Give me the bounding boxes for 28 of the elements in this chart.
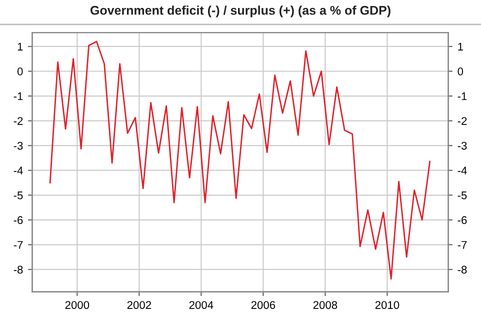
x-tick-label: 2006 xyxy=(251,301,276,309)
y2-tick-label: -4 xyxy=(458,166,467,174)
y2-tick-label: -2 xyxy=(458,117,467,125)
x-tick-label: 2002 xyxy=(127,301,151,309)
y-tick-label: -2 xyxy=(14,117,23,125)
y-tick-label: -6 xyxy=(14,216,23,224)
x-tick-label: 2008 xyxy=(313,301,338,309)
line-series xyxy=(49,40,431,280)
x-tick-label: 2000 xyxy=(65,301,90,309)
x-tick-label: 2004 xyxy=(189,301,214,309)
y-tick-label: -5 xyxy=(14,192,23,200)
y-tick-label: -3 xyxy=(14,142,23,150)
x-tick-label: 2010 xyxy=(375,301,400,309)
y-tick-label: -1 xyxy=(14,92,23,100)
y2-tick-label: 0 xyxy=(458,68,464,76)
y2-tick-label: -8 xyxy=(458,266,467,274)
y2-tick-label: -3 xyxy=(458,142,467,150)
chart-title: Government deficit (-) / surplus (+) (as a % of GDP) xyxy=(90,6,390,18)
y2-tick-label: -5 xyxy=(458,192,467,200)
y2-tick-label: -6 xyxy=(458,216,467,224)
y-tick-label: 1 xyxy=(18,42,23,50)
y2-tick-label: -1 xyxy=(458,92,467,100)
y-tick-label: -4 xyxy=(14,166,23,174)
y-tick-label: -8 xyxy=(14,266,23,274)
y2-tick-label: -7 xyxy=(458,241,467,249)
y-tick-label: 0 xyxy=(17,68,23,76)
y-tick-label: -7 xyxy=(14,241,23,249)
y2-tick-label: 1 xyxy=(458,42,463,50)
